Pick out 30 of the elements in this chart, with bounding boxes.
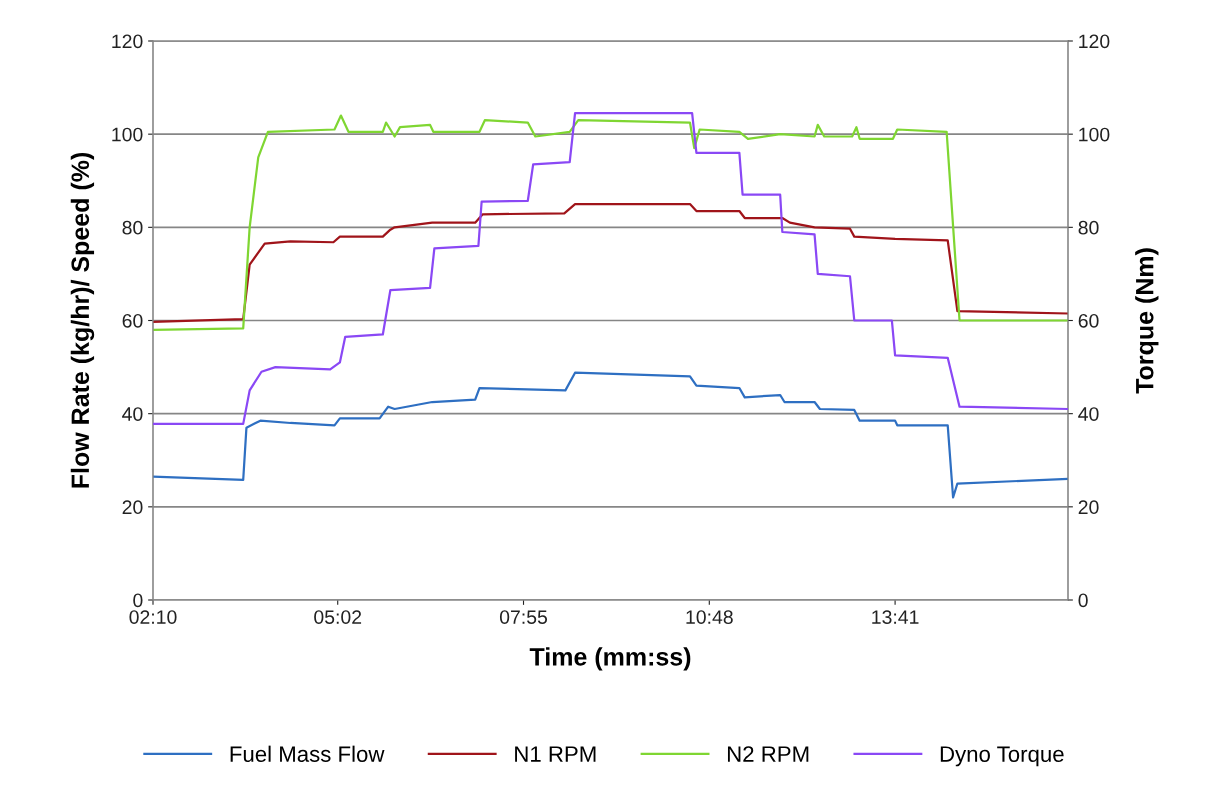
line-series (153, 202, 1068, 324)
y-tick-label: 40 (122, 407, 143, 421)
y2-axis-title: Torque (Nm) (1135, 248, 1159, 394)
y2-tick-label: 40 (1078, 407, 1099, 421)
y-tick-label: 20 (122, 500, 143, 515)
x-tick-label: 07:55 (499, 610, 548, 624)
y2-tick-label: 120 (1079, 34, 1110, 49)
y2-tick-label: 80 (1078, 220, 1099, 235)
y-tick-label: 0 (133, 593, 143, 608)
y2-tick-label: 0 (1078, 593, 1088, 608)
y2-tick-label: 100 (1079, 127, 1110, 142)
y-axis-title: Flow Rate (kg/hr)/ Speed (%) (70, 152, 95, 488)
x-tick-label: 05:02 (314, 610, 362, 624)
y-tick-label: 100 (112, 127, 143, 142)
y-tick-label: 120 (112, 34, 143, 49)
y-tick-label: 80 (122, 220, 143, 235)
legend-label: Dyno Torque (940, 746, 1064, 767)
line-series (153, 371, 1068, 499)
y-tick-label: 60 (122, 313, 143, 328)
legend-label: Fuel Mass Flow (230, 745, 385, 762)
legend-label: N2 RPM (727, 746, 809, 762)
y2-tick-label: 60 (1078, 313, 1099, 328)
line-series (153, 112, 1068, 426)
x-tick-label: 13:41 (872, 610, 919, 624)
x-tick-label: 10:48 (686, 610, 733, 624)
x-tick-label: 02:10 (129, 610, 177, 624)
legend-label: N1 RPM (515, 746, 596, 762)
y2-tick-label: 20 (1078, 500, 1099, 515)
line-series (153, 114, 1068, 331)
x-axis-title: Time (mm:ss) (529, 647, 691, 671)
